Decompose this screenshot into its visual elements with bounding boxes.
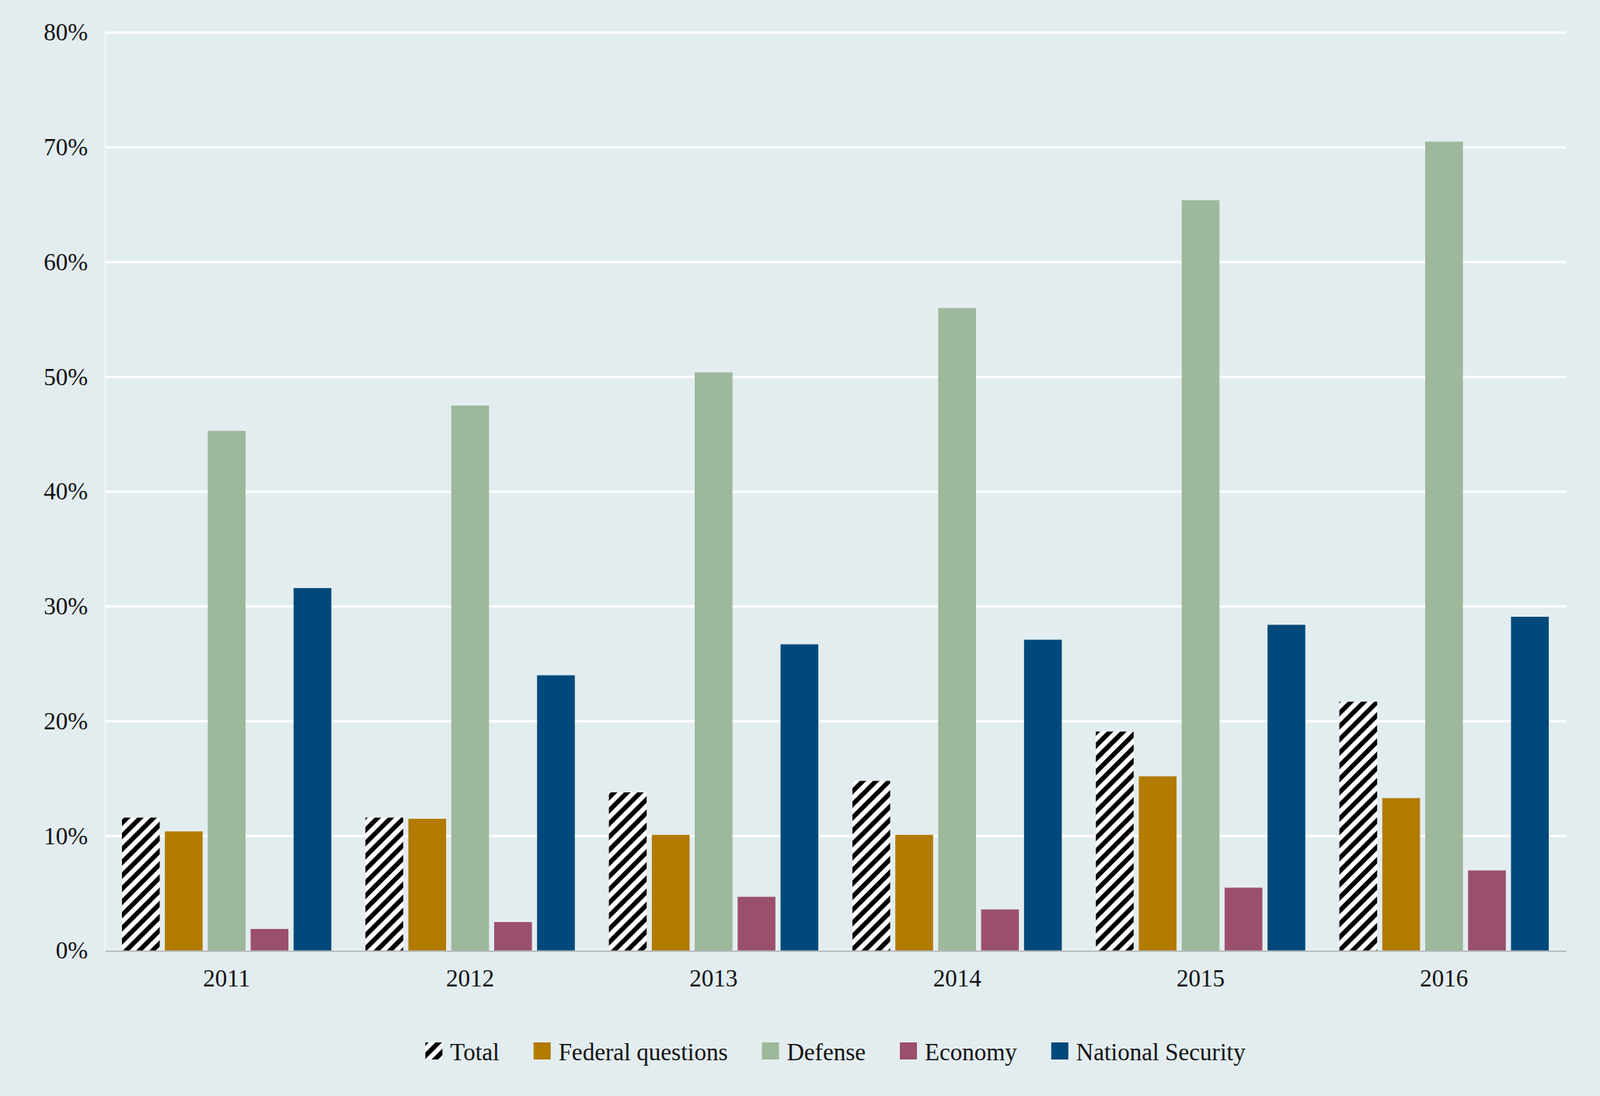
bar <box>895 835 934 952</box>
legend-swatch <box>425 1042 443 1060</box>
bar <box>494 922 533 952</box>
bar <box>207 431 246 952</box>
bar <box>1138 776 1177 952</box>
bar <box>1181 200 1221 952</box>
grid-line <box>104 376 1566 379</box>
bar <box>780 644 819 952</box>
bar <box>365 818 404 952</box>
legend-label: Economy <box>924 1038 1018 1067</box>
bar <box>451 405 490 952</box>
y-tick-label: 50% <box>43 363 88 391</box>
legend-swatch <box>899 1042 917 1060</box>
bar <box>293 588 332 952</box>
grid-line <box>104 491 1566 494</box>
y-tick: 30% <box>43 592 105 621</box>
y-tick-label: 10% <box>43 822 88 851</box>
y-tick-label: 40% <box>43 477 88 506</box>
bar <box>1267 624 1306 952</box>
x-tick-label: 2015 <box>1176 965 1225 993</box>
x-axis: 2011 2012 2013 2014 2015 2016 <box>105 951 1567 993</box>
legend-item: National Security <box>1051 1038 1246 1067</box>
legend-label: National Security <box>1076 1038 1246 1067</box>
series <box>207 141 1463 952</box>
bar <box>852 780 891 952</box>
y-tick-label: 60% <box>43 248 88 276</box>
series <box>250 871 1506 952</box>
legend-item: Total <box>425 1038 499 1067</box>
x-tick-label: 2014 <box>933 965 983 993</box>
x-tick-label: 2016 <box>1419 965 1468 993</box>
bar <box>407 819 447 952</box>
grid <box>104 32 1566 952</box>
y-axis: 0% 10% 20% 30% 40% 50% 60% 70% 80% <box>43 18 105 965</box>
legend-item: Economy <box>899 1038 1018 1067</box>
y-tick: 0% <box>55 937 105 965</box>
y-axis-line <box>104 33 106 952</box>
y-tick-label: 80% <box>43 18 88 46</box>
chart: 0%10%20%30%40%50%60%70%80%20112012201320… <box>0 0 1600 1096</box>
bar <box>1339 701 1378 952</box>
bars <box>122 141 1549 952</box>
x-tick: 2013 <box>689 951 738 993</box>
x-tick-label: 2013 <box>689 965 738 993</box>
x-tick-label: 2011 <box>202 965 251 993</box>
y-tick: 70% <box>43 133 105 161</box>
y-tick: 10% <box>43 822 105 851</box>
bar <box>1095 732 1134 952</box>
grid-line <box>104 31 1566 35</box>
bar <box>1467 871 1506 952</box>
bar <box>609 792 648 952</box>
y-tick: 50% <box>43 363 105 391</box>
x-tick: 2016 <box>1419 951 1468 993</box>
plot: 0%10%20%30%40%50%60%70%80%20112012201320… <box>43 18 1566 993</box>
x-axis-line <box>105 951 1567 953</box>
legend: Total Federal questions Defense Economy Nati… <box>425 1038 1246 1067</box>
bar <box>737 897 776 952</box>
legend-label: Federal questions <box>558 1038 729 1067</box>
bar <box>1224 888 1263 952</box>
legend-label: Defense <box>786 1038 866 1067</box>
legend-item: Defense <box>761 1038 866 1067</box>
bar <box>694 372 733 952</box>
series <box>293 588 1549 952</box>
grid-line <box>104 261 1566 264</box>
y-tick-label: 30% <box>43 592 88 621</box>
bar <box>981 909 1020 952</box>
x-tick: 2014 <box>933 951 983 993</box>
legend-swatch <box>761 1042 779 1060</box>
grid-line <box>104 146 1566 149</box>
y-tick: 80% <box>43 18 105 46</box>
bar <box>122 818 161 952</box>
x-tick: 2011 <box>202 951 251 993</box>
bar <box>1382 798 1421 952</box>
legend-swatch <box>1051 1042 1069 1060</box>
x-tick: 2012 <box>446 951 495 993</box>
x-tick: 2015 <box>1176 951 1225 993</box>
bar <box>250 929 290 952</box>
bar <box>536 675 576 952</box>
y-tick: 20% <box>43 707 105 736</box>
y-tick: 60% <box>43 248 105 276</box>
bar <box>1024 640 1063 952</box>
y-tick: 40% <box>43 477 105 506</box>
y-tick-label: 20% <box>43 707 88 736</box>
bar <box>937 308 977 952</box>
legend-swatch <box>533 1042 551 1060</box>
y-tick-label: 70% <box>43 133 88 161</box>
bar <box>164 831 203 952</box>
legend-item: Federal questions <box>533 1038 729 1067</box>
y-tick-label: 0% <box>55 937 88 965</box>
bar <box>1510 616 1549 952</box>
bar <box>651 835 691 952</box>
bar <box>1425 141 1464 952</box>
legend-label: Total <box>449 1038 499 1067</box>
x-tick-label: 2012 <box>446 965 495 993</box>
background <box>0 0 1600 1096</box>
